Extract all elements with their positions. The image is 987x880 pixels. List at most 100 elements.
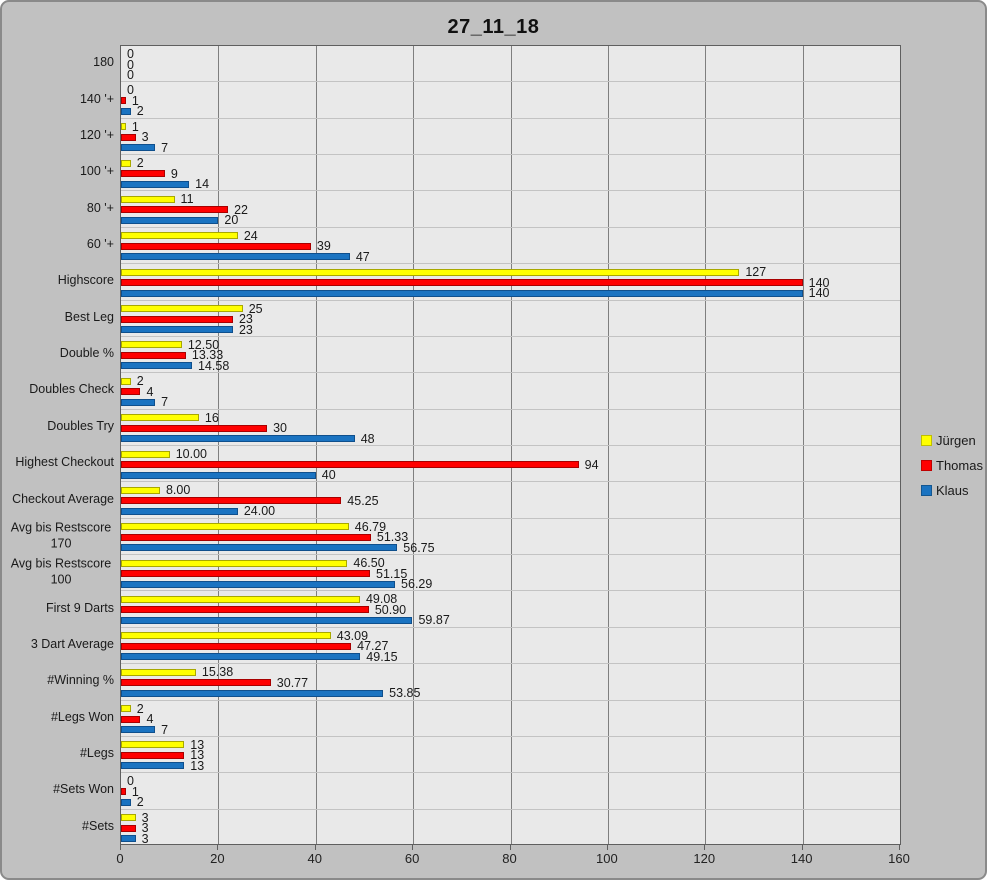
bar-blue[interactable] — [121, 544, 398, 552]
x-tick-label: 100 — [596, 851, 618, 866]
bar-yellow[interactable] — [121, 195, 175, 203]
x-tick-mark — [412, 845, 414, 850]
value-label: 24.00 — [243, 504, 276, 519]
bar-red[interactable] — [121, 133, 136, 141]
x-tick-label: 140 — [790, 851, 813, 866]
bar-yellow[interactable] — [121, 705, 131, 713]
bar-blue[interactable] — [121, 435, 355, 443]
value-label: 56.29 — [401, 576, 433, 591]
value-label: 127 — [745, 264, 767, 279]
value-label: 94 — [584, 457, 599, 472]
bar-blue[interactable] — [121, 507, 238, 515]
legend-item-blue[interactable]: Klaus — [921, 478, 983, 503]
bar-blue[interactable] — [121, 726, 156, 734]
bar-red[interactable] — [121, 570, 371, 578]
bar-yellow[interactable] — [121, 450, 170, 458]
bar-red[interactable] — [121, 788, 126, 796]
bar-blue[interactable] — [121, 289, 803, 297]
value-label: 40 — [321, 467, 336, 482]
x-tick-mark — [801, 845, 803, 850]
bar-yellow[interactable] — [121, 305, 243, 313]
legend-item-yellow[interactable]: Jürgen — [921, 428, 983, 453]
x-tick-mark — [606, 845, 608, 850]
value-label: 43.09 — [336, 628, 369, 643]
bar-red[interactable] — [121, 751, 185, 759]
bar-yellow[interactable] — [121, 414, 199, 422]
x-tick-label: 160 — [888, 851, 910, 866]
bar-yellow[interactable] — [121, 232, 238, 240]
bar-blue[interactable] — [121, 616, 413, 624]
bar-red[interactable] — [121, 279, 803, 287]
x-tick-label: 0 — [116, 851, 124, 866]
bar-red[interactable] — [121, 351, 186, 359]
x-tick-mark — [120, 845, 121, 850]
category-row: 49.08 50.90 59.87 — [121, 591, 900, 628]
bar-yellow[interactable] — [121, 559, 348, 567]
bar-blue[interactable] — [121, 580, 396, 588]
bar-red[interactable] — [121, 97, 126, 105]
bar-red[interactable] — [121, 642, 352, 650]
bar-red[interactable] — [121, 461, 579, 468]
value-label: 14 — [195, 176, 210, 191]
bar-red[interactable] — [121, 388, 141, 396]
bar-yellow[interactable] — [121, 377, 131, 385]
value-label: 0 — [127, 83, 134, 98]
bar-blue[interactable] — [121, 180, 190, 188]
value-label: 2 — [136, 701, 144, 716]
bar-red[interactable] — [121, 533, 371, 541]
bar-yellow[interactable] — [121, 595, 360, 603]
bar-blue[interactable] — [121, 835, 136, 843]
bar-blue[interactable] — [121, 326, 233, 334]
value-label: 45.25 — [347, 493, 379, 508]
value-label: 15.38 — [201, 664, 234, 679]
bar-blue[interactable] — [121, 689, 384, 697]
bar-blue[interactable] — [121, 362, 192, 370]
bar-yellow[interactable] — [121, 123, 126, 131]
legend-item-red[interactable]: Thomas — [921, 453, 983, 478]
bar-blue[interactable] — [121, 762, 185, 770]
bar-red[interactable] — [121, 315, 233, 323]
value-label: 51.33 — [376, 529, 409, 544]
bar-yellow[interactable] — [121, 668, 196, 676]
category-label: 3 Dart Average — [30, 637, 114, 652]
bar-red[interactable] — [121, 242, 311, 250]
value-label: 13.33 — [191, 348, 224, 363]
bar-yellow[interactable] — [121, 741, 185, 749]
category-label: #Legs Won — [50, 709, 114, 724]
bar-red[interactable] — [121, 824, 136, 832]
bar-blue[interactable] — [121, 471, 316, 479]
bar-blue[interactable] — [121, 107, 131, 115]
bar-red[interactable] — [121, 606, 369, 614]
bar-blue[interactable] — [121, 216, 219, 224]
bar-yellow[interactable] — [121, 523, 349, 531]
bar-red[interactable] — [121, 424, 268, 432]
bar-red[interactable] — [121, 206, 229, 214]
bar-red[interactable] — [121, 715, 141, 723]
bar-blue[interactable] — [121, 398, 156, 406]
bar-yellow[interactable] — [121, 486, 160, 494]
bar-blue[interactable] — [121, 798, 131, 806]
bar-red[interactable] — [121, 497, 342, 505]
value-label: 0 — [127, 67, 134, 82]
bar-red[interactable] — [121, 679, 271, 687]
bar-blue[interactable] — [121, 653, 361, 661]
legend-label: Thomas — [936, 458, 983, 473]
category-row: 43.09 47.27 49.15 — [121, 628, 900, 665]
value-label: 4 — [146, 384, 154, 399]
bar-yellow[interactable] — [121, 341, 182, 349]
bar-yellow[interactable] — [121, 814, 136, 822]
bar-yellow[interactable] — [121, 159, 131, 167]
bar-blue[interactable] — [121, 144, 156, 152]
chart-title: 27_11_18 — [447, 16, 540, 38]
bar-red[interactable] — [121, 170, 165, 178]
category-row: 46.79 51.33 56.75 — [121, 519, 900, 556]
bar-yellow[interactable] — [121, 268, 740, 276]
bar-blue[interactable] — [121, 253, 350, 261]
category-label: Doubles Check — [29, 382, 114, 397]
category-label: Highscore — [57, 273, 114, 288]
bar-yellow[interactable] — [121, 632, 331, 640]
x-tick-label: 20 — [210, 851, 225, 866]
value-label: 16 — [204, 410, 219, 425]
